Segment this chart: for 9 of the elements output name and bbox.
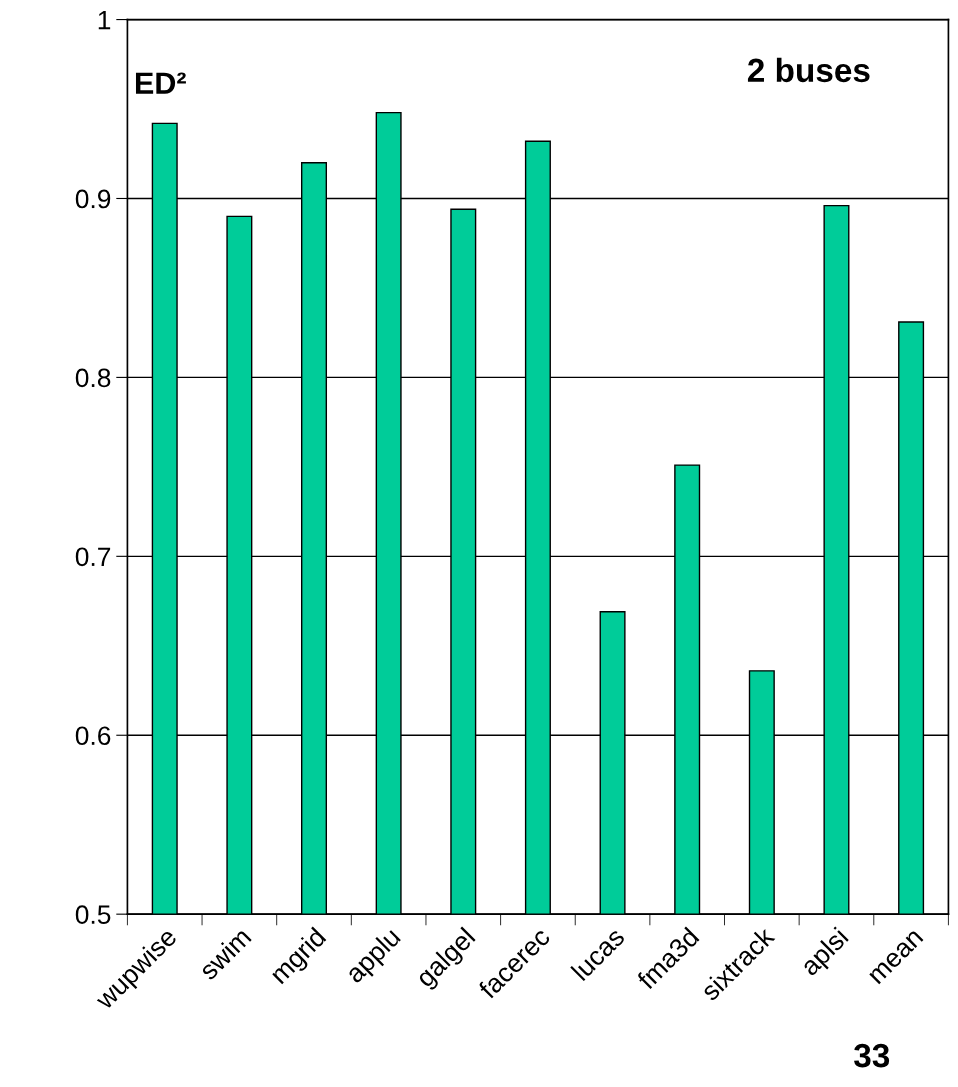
y-tick-label: 0.5 [75, 905, 111, 924]
text: 33 [854, 1043, 890, 1068]
y-tick-label: 0.8 [75, 368, 111, 388]
y-tick-label: 1 [98, 10, 111, 30]
annotation: 2 buses [747, 57, 870, 83]
y-tick-label: 0.9 [75, 189, 111, 209]
y-tick-label: 0.7 [75, 547, 111, 567]
y-tick-label: 0.6 [75, 726, 111, 746]
y-axis-title: ED² [135, 72, 186, 94]
